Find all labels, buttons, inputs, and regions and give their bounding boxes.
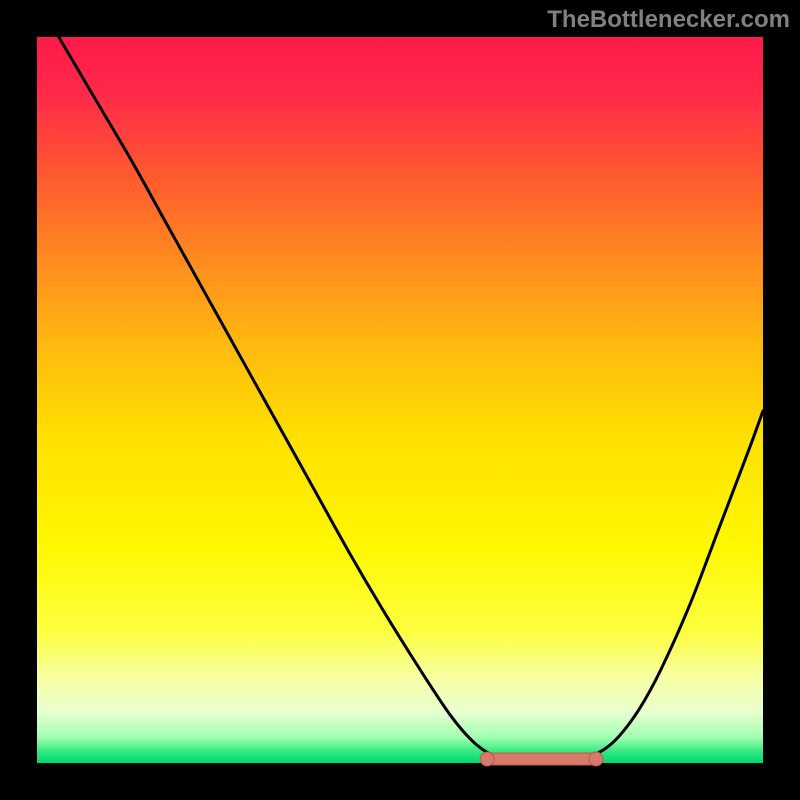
plot-gradient-area [37, 37, 763, 763]
marker-cap-left [480, 752, 494, 766]
watermark-text: TheBottlenecker.com [547, 6, 790, 34]
optimal-range-marker [487, 753, 596, 765]
chart-container: TheBottlenecker.com [0, 0, 800, 800]
marker-cap-right [589, 752, 603, 766]
bottleneck-chart [0, 0, 800, 800]
